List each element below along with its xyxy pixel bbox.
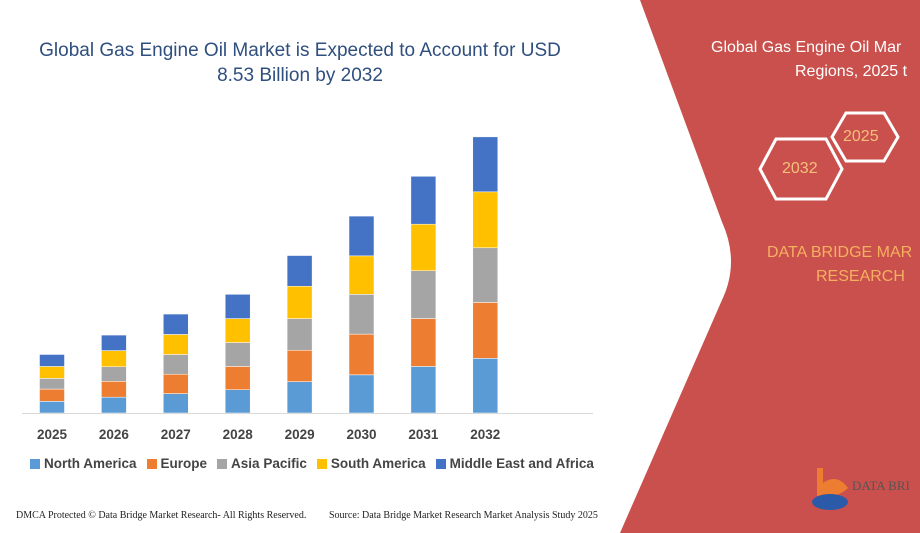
bar-2025-north-america bbox=[39, 401, 65, 414]
bar-2027-north-america bbox=[163, 393, 189, 414]
bar-2029-south-america bbox=[286, 286, 313, 319]
x-tick-label: 2031 bbox=[408, 427, 439, 442]
logo-icon bbox=[812, 468, 848, 510]
chart-title: Global Gas Engine Oil Market is Expected… bbox=[39, 40, 561, 86]
bar-2029-europe bbox=[286, 350, 313, 382]
legend-swatch bbox=[30, 458, 40, 469]
footer-source: Source: Data Bridge Market Research Mark… bbox=[329, 510, 598, 521]
bar-2032-asia-pacific bbox=[472, 247, 499, 303]
brand-line2: RESEARCH bbox=[816, 268, 905, 285]
bar-2027-middle-east-and-africa bbox=[163, 313, 189, 335]
legend-label: Asia Pacific bbox=[231, 456, 307, 471]
bar-2030-south-america bbox=[348, 255, 375, 295]
bar-2027-europe bbox=[163, 373, 189, 394]
bar-2029-asia-pacific bbox=[286, 318, 313, 351]
bar-2026-south-america bbox=[101, 350, 127, 368]
bar-2031-europe bbox=[410, 318, 437, 367]
bar-2029-north-america bbox=[286, 381, 313, 414]
legend-item: South America bbox=[316, 456, 426, 471]
bar-2028-middle-east-and-africa bbox=[224, 294, 251, 319]
legend-swatch bbox=[146, 458, 157, 469]
bar-2028-north-america bbox=[224, 389, 251, 414]
bar-2030-north-america bbox=[348, 374, 375, 414]
legend-item: Asia Pacific bbox=[217, 456, 307, 471]
x-tick-label: 2030 bbox=[346, 427, 376, 442]
bar-2026-north-america bbox=[101, 396, 127, 414]
bar-2029-middle-east-and-africa bbox=[286, 255, 313, 287]
legend-label: South America bbox=[330, 456, 426, 471]
bar-2028-asia-pacific bbox=[224, 342, 251, 367]
bar-2028-europe bbox=[224, 366, 251, 390]
bar-2027-asia-pacific bbox=[163, 354, 189, 375]
bar-2025-asia-pacific bbox=[39, 378, 65, 390]
bar-2030-europe bbox=[348, 333, 375, 376]
legend-swatch bbox=[316, 458, 327, 469]
hex-label-2032: 2032 bbox=[782, 160, 818, 177]
legend-swatch bbox=[435, 458, 446, 469]
side-title-line2: Regions, 2025 t bbox=[795, 63, 908, 80]
stacked-bar-chart: 2025 2026 2027 2028 2029 2030 2031 2032 bbox=[37, 136, 500, 442]
bar-2032-south-america bbox=[472, 191, 499, 249]
footer-copyright: DMCA Protected © Data Bridge Market Rese… bbox=[16, 510, 307, 521]
x-tick-label: 2025 bbox=[37, 427, 68, 442]
side-panel bbox=[620, 0, 920, 533]
bar-2031-middle-east-and-africa bbox=[410, 176, 437, 225]
bar-2025-middle-east-and-africa bbox=[39, 354, 65, 367]
bar-2032-middle-east-and-africa bbox=[472, 136, 499, 193]
x-tick-label: 2026 bbox=[99, 427, 130, 442]
legend-label: North America bbox=[44, 456, 137, 471]
bar-2027-south-america bbox=[163, 334, 189, 355]
bar-2026-europe bbox=[101, 381, 127, 398]
logo-text: DATA BRI bbox=[852, 478, 910, 493]
x-tick-label: 2027 bbox=[161, 427, 191, 442]
hexagon-2032-icon bbox=[758, 137, 844, 201]
x-tick-label: 2032 bbox=[470, 427, 500, 442]
bar-2025-europe bbox=[39, 388, 65, 402]
legend-item: North America bbox=[30, 456, 137, 471]
bar-2031-north-america bbox=[410, 366, 437, 414]
hex-label-2025: 2025 bbox=[843, 128, 879, 145]
legend-swatch bbox=[217, 458, 228, 469]
legend-item: Middle East and Africa bbox=[435, 456, 594, 471]
bar-2028-south-america bbox=[224, 318, 251, 343]
x-tick-label: 2029 bbox=[285, 427, 315, 442]
bar-2030-middle-east-and-africa bbox=[348, 215, 375, 257]
bar-2031-south-america bbox=[410, 223, 437, 271]
bar-2030-asia-pacific bbox=[348, 294, 375, 335]
bar-2025-south-america bbox=[39, 366, 65, 379]
legend: North America Europe Asia Pacific South Ame… bbox=[30, 456, 594, 471]
bar-2032-europe bbox=[472, 302, 499, 359]
legend-label: Europe bbox=[160, 456, 208, 471]
bar-2026-middle-east-and-africa bbox=[101, 334, 127, 351]
hexagon-2025-icon bbox=[830, 111, 900, 163]
x-tick-label: 2028 bbox=[223, 427, 254, 442]
bar-2026-asia-pacific bbox=[101, 366, 127, 382]
side-title-line1: Global Gas Engine Oil Mar bbox=[711, 39, 902, 56]
legend-item: Europe bbox=[146, 456, 208, 471]
legend-label: Middle East and Africa bbox=[449, 456, 594, 471]
bar-2032-north-america bbox=[472, 358, 499, 414]
brand-line1: DATA BRIDGE MAR bbox=[767, 244, 913, 261]
bar-2031-asia-pacific bbox=[410, 270, 437, 319]
